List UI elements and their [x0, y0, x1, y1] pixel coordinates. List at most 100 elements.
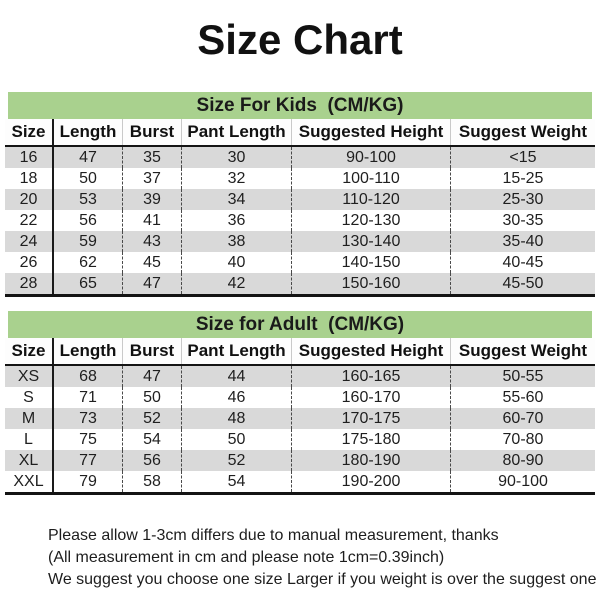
table-cell: 25-30 [450, 189, 595, 210]
table-row: 26 62 45 40 140-150 40-45 [5, 252, 595, 273]
table-cell: 140-150 [291, 252, 451, 273]
table-cell: 50 [122, 387, 182, 408]
table-cell: 190-200 [291, 471, 451, 494]
note-line: We suggest you choose one size Larger if… [48, 571, 597, 588]
column-header: Suggest Weight [450, 338, 595, 366]
table-cell: <15 [450, 146, 595, 168]
table-cell: 26 [19, 253, 38, 271]
table-row: L 75 54 50 175-180 70-80 [5, 429, 595, 450]
table-cell: 41 [122, 210, 182, 231]
table-cell: 70-80 [450, 429, 595, 450]
table-cell: 16 [5, 146, 53, 168]
table-cell: 130-140 [291, 231, 451, 252]
table-cell: 53 [52, 189, 123, 210]
table-cell: 58 [122, 471, 182, 494]
table-cell: 18 [19, 169, 38, 187]
column-header: Size [5, 338, 53, 366]
table-cell: 52 [181, 450, 292, 471]
table-row: 20 53 39 34 110-120 25-30 [5, 189, 595, 210]
table-cell: 54 [181, 471, 292, 494]
table-cell: 56 [52, 210, 123, 231]
table-cell: M [5, 408, 53, 429]
kids-size-table: Size Length Burst Pant Length Suggested Heig… [5, 119, 595, 297]
table-cell: 60-70 [450, 408, 595, 429]
table-cell: 150-160 [291, 273, 451, 296]
table-row: S 71 50 46 160-170 55-60 [5, 387, 595, 408]
column-header: Pant Length [181, 119, 292, 147]
table-row: 24 59 43 38 130-140 35-40 [5, 231, 595, 252]
table-cell: 52 [122, 408, 182, 429]
table-cell: 65 [52, 273, 123, 296]
table-cell: 59 [52, 231, 123, 252]
table-cell: 30 [181, 146, 292, 168]
table-cell: 79 [52, 471, 123, 494]
table-row: XL 77 56 52 180-190 80-90 [5, 450, 595, 471]
header-row: Size Length Burst Pant Length Suggested Heig… [5, 338, 595, 366]
table-cell: 50-55 [450, 365, 595, 387]
table-cell: 47 [122, 273, 182, 296]
table-cell: S [23, 388, 34, 406]
table-cell: 44 [181, 365, 292, 387]
table-cell: 54 [122, 429, 182, 450]
column-header: Suggested Height [291, 338, 451, 366]
table-cell: 55-60 [450, 387, 595, 408]
table-row: XXL 79 58 54 190-200 90-100 [5, 471, 595, 494]
table-cell: 22 [19, 211, 38, 229]
table-cell: 90-100 [450, 471, 595, 494]
table-cell: 45 [122, 252, 182, 273]
table-cell: 90-100 [291, 146, 451, 168]
table-cell: 160-165 [291, 365, 451, 387]
column-header: Suggested Height [291, 119, 451, 147]
table-cell: 45-50 [450, 273, 595, 296]
table-cell: 80-90 [450, 450, 595, 471]
adult-section-header: Size for Adult (CM/KG) [8, 311, 592, 338]
table-cell: 32 [181, 168, 292, 189]
table-cell: 47 [122, 365, 182, 387]
table-cell: 56 [122, 450, 182, 471]
table-cell: 30-35 [450, 210, 595, 231]
table-cell: 20 [5, 189, 53, 210]
table-row: 18 50 37 32 100-110 15-25 [5, 168, 595, 189]
table-cell: 15-25 [450, 168, 595, 189]
table-cell: 47 [52, 146, 123, 168]
table-cell: 48 [181, 408, 292, 429]
column-header: Length [52, 338, 123, 366]
table-cell: 42 [181, 273, 292, 296]
table-cell: 38 [181, 231, 292, 252]
table-row: 16 47 35 30 90-100 <15 [5, 146, 595, 168]
table-cell: 110-120 [291, 189, 451, 210]
table-cell: 37 [122, 168, 182, 189]
table-row: 22 56 41 36 120-130 30-35 [5, 210, 595, 231]
table-cell: 24 [5, 231, 53, 252]
table-cell: 170-175 [291, 408, 451, 429]
table-cell: XS [5, 365, 53, 387]
table-row: 28 65 47 42 150-160 45-50 [5, 273, 595, 296]
column-header: Burst [122, 338, 182, 366]
table-cell: 50 [52, 168, 123, 189]
table-cell: 35 [122, 146, 182, 168]
header-row: Size Length Burst Pant Length Suggested Heig… [5, 119, 595, 147]
column-header: Size [5, 119, 53, 147]
table-cell: 36 [181, 210, 292, 231]
table-cell: 77 [52, 450, 123, 471]
table-row: XS 68 47 44 160-165 50-55 [5, 365, 595, 387]
column-header: Suggest Weight [450, 119, 595, 147]
note-line: Please allow 1-3cm differs due to manual… [48, 527, 499, 544]
table-cell: 40-45 [450, 252, 595, 273]
page-title: Size Chart [197, 16, 403, 63]
table-cell: 39 [122, 189, 182, 210]
note-line: (All measurement in cm and please note 1… [48, 549, 445, 566]
table-cell: 73 [52, 408, 123, 429]
table-cell: 35-40 [450, 231, 595, 252]
table-cell: 175-180 [291, 429, 451, 450]
adult-size-table: Size Length Burst Pant Length Suggested Heig… [5, 338, 595, 495]
column-header: Pant Length [181, 338, 292, 366]
table-cell: 75 [52, 429, 123, 450]
table-cell: 46 [181, 387, 292, 408]
column-header: Length [52, 119, 123, 147]
table-cell: 43 [122, 231, 182, 252]
column-header: Burst [122, 119, 182, 147]
table-cell: 68 [52, 365, 123, 387]
table-cell: 62 [52, 252, 123, 273]
table-cell: XXL [13, 472, 44, 490]
